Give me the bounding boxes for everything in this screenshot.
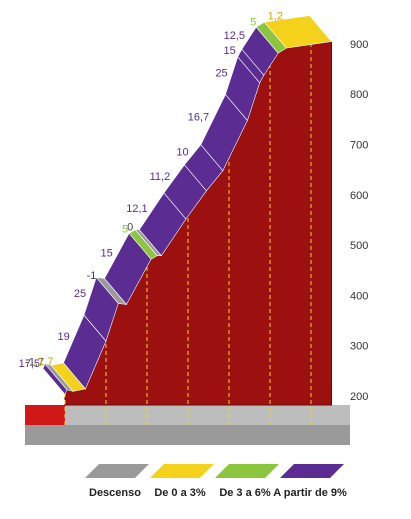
gradient-label: 25 xyxy=(74,288,86,300)
gradient-label: 16,7 xyxy=(188,112,209,124)
base-front xyxy=(25,425,350,445)
y-tick-label: 500 xyxy=(350,240,368,252)
x-tick-label: 3 xyxy=(182,449,188,461)
y-tick-label: 600 xyxy=(350,190,368,202)
x-tick-label: 4 xyxy=(223,449,230,461)
profile-face xyxy=(64,40,332,406)
gradient-label: 12,5 xyxy=(224,30,245,42)
legend-swatch xyxy=(215,464,279,478)
legend-swatch xyxy=(85,464,149,478)
y-tick-label: 800 xyxy=(350,89,368,101)
gradient-label: 17,5 xyxy=(19,358,40,370)
gradient-label: 25 xyxy=(215,68,227,80)
legend-label: Descenso xyxy=(89,487,141,499)
gradient-label: 11,2 xyxy=(150,171,171,183)
x-tick-label: 2 xyxy=(141,449,147,461)
legend-label: De 3 a 6% xyxy=(219,487,271,499)
y-tick-label: 700 xyxy=(350,140,368,152)
x-tick-label: 5 xyxy=(264,449,270,461)
gradient-label: 0 xyxy=(127,222,133,234)
gradient-label: 15 xyxy=(224,45,236,57)
gradient-label: 19 xyxy=(58,331,70,343)
y-tick-label: 900 xyxy=(350,39,368,51)
gradient-strip xyxy=(263,15,333,49)
gradient-label: 1,2 xyxy=(268,11,283,23)
gradient-label: 12,1 xyxy=(126,203,147,215)
y-tick-label: 300 xyxy=(350,341,368,353)
gradient-label: 5 xyxy=(250,17,256,29)
legend-label: De 0 a 3% xyxy=(154,487,206,499)
x-tick-label: 6 xyxy=(305,449,311,461)
gradient-label: 15 xyxy=(101,248,113,260)
gradient-label: -1,7 xyxy=(25,357,44,369)
gradient-label: -1 xyxy=(87,270,97,282)
legend-label: A partir de 9% xyxy=(273,487,347,499)
x-tick-label: 1 xyxy=(100,449,106,461)
y-tick-label: 400 xyxy=(350,290,368,302)
y-tick-label: 200 xyxy=(350,391,368,403)
gradient-label: 5 xyxy=(122,223,128,235)
legend-swatch xyxy=(280,464,344,478)
gradient-label: 10 xyxy=(176,147,188,159)
gradient-label: 1,7 xyxy=(38,356,53,368)
legend-swatch xyxy=(150,464,214,478)
x-tick-label: 0 xyxy=(59,449,65,461)
base-block xyxy=(25,405,65,425)
